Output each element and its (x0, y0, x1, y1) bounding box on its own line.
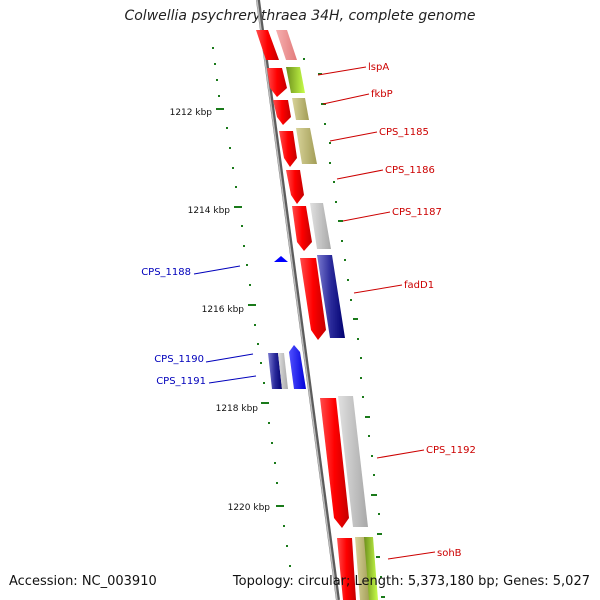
reverse-gene-labels: CPS_1188 CPS_1190 CPS_1191 (141, 267, 206, 387)
gene-cps1187[interactable] (292, 206, 312, 251)
reverse-genes (268, 256, 306, 389)
label-sohB[interactable]: sohB (437, 548, 462, 559)
tick-label-1216: 1216 kbp (202, 305, 245, 315)
reverse-callouts (193, 265, 257, 384)
gene-fkbP[interactable] (273, 100, 291, 125)
label-cps1186[interactable]: CPS_1186 (385, 165, 435, 176)
gene-sohB[interactable] (337, 538, 356, 600)
feature-navy-fadD1[interactable] (317, 255, 345, 338)
feature-gray-cps1187[interactable] (310, 203, 331, 249)
label-cps1187[interactable]: CPS_1187 (392, 207, 442, 218)
feature-green-lspA[interactable] (286, 67, 305, 93)
label-cps1190[interactable]: CPS_1190 (154, 354, 204, 365)
label-fadD1[interactable]: fadD1 (404, 280, 434, 291)
label-cps1185[interactable]: CPS_1185 (379, 127, 429, 138)
gene-top-fragment[interactable] (256, 30, 279, 60)
forward-genes (256, 30, 356, 600)
tick-label-1212: 1212 kbp (170, 108, 213, 118)
tick-label-1220: 1220 kbp (228, 503, 271, 513)
label-cps1191[interactable]: CPS_1191 (156, 376, 206, 387)
gene-cps1186[interactable] (286, 170, 304, 204)
tick-labels: 1212 kbp 1214 kbp 1216 kbp 1218 kbp 1220… (170, 108, 271, 513)
gene-cps1191[interactable] (289, 345, 306, 389)
feature-gray-cps1190[interactable] (278, 353, 288, 389)
gene-lspA[interactable] (267, 68, 287, 97)
label-cps1192[interactable]: CPS_1192 (426, 445, 476, 456)
gene-cps1192[interactable] (320, 398, 349, 528)
gene-cps1190[interactable] (268, 353, 282, 389)
genome-stats-text: Topology: circular; Length: 5,373,180 bp… (232, 574, 590, 589)
label-fkbP[interactable]: fkbP (371, 89, 393, 100)
tick-marks (212, 47, 385, 598)
feature-green-sohB[interactable] (364, 537, 378, 600)
tick-label-1214: 1214 kbp (188, 206, 231, 216)
gene-cps1185[interactable] (279, 131, 297, 167)
forward-callouts (317, 66, 436, 560)
tick-label-1218: 1218 kbp (216, 404, 259, 414)
accession-text: Accession: NC_003910 (9, 574, 157, 589)
feature-pink[interactable] (276, 30, 297, 60)
forward-gene-labels: lspA fkbP CPS_1185 CPS_1186 CPS_1187 fad… (368, 62, 476, 559)
gene-fadD1[interactable] (300, 258, 326, 340)
feature-track (276, 30, 378, 600)
feature-olive-fkbP[interactable] (292, 98, 309, 120)
gene-cps1188[interactable] (274, 256, 288, 262)
map-title: Colwellia psychrerythraea 34H, complete … (124, 8, 476, 24)
feature-gray-cps1192[interactable] (338, 396, 368, 527)
label-lspA[interactable]: lspA (368, 62, 389, 73)
genome-backbone (256, 0, 340, 600)
feature-olive-cps1185[interactable] (296, 128, 317, 164)
label-cps1188[interactable]: CPS_1188 (141, 267, 191, 278)
